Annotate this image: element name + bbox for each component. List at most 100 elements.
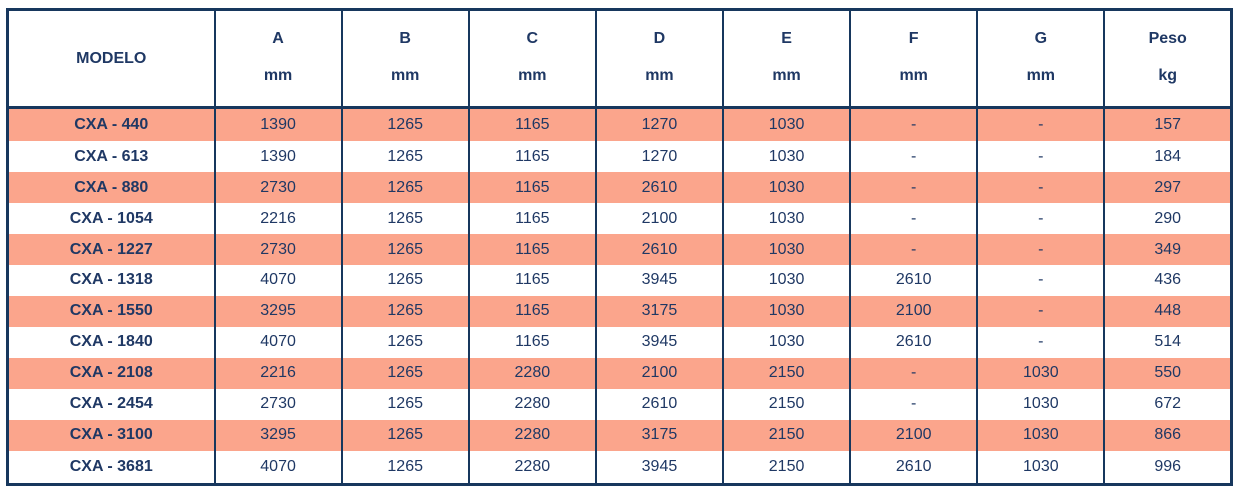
- header-col-f: F mm: [849, 9, 979, 109]
- value-cell: 1265: [340, 419, 470, 451]
- value-cell: 2150: [721, 388, 852, 420]
- value-cell: 2150: [721, 419, 852, 451]
- value-cell: 1265: [340, 450, 470, 485]
- table-row: CXA - 1318 4070 1265 1165 3945 1030 2610-436: [6, 265, 1233, 296]
- value-cell: 3175: [594, 295, 725, 327]
- value-cell: 2730: [213, 388, 343, 420]
- table-row: CXA - 3681 4070 1265 2280 3945 2150 2610 1030 99…: [6, 450, 1233, 485]
- value-cell: -: [849, 388, 979, 420]
- header-col-d: D mm: [594, 9, 725, 109]
- value-cell: 1165: [467, 295, 597, 327]
- value-cell: 1030: [721, 203, 852, 235]
- value-cell: 2216: [213, 357, 343, 389]
- value-cell: -: [849, 203, 979, 235]
- value-cell: 1030: [976, 450, 1106, 485]
- value-cell: 1030: [721, 326, 852, 358]
- table-row: CXA - 613 1390 1265 1165 1270 1030- -184: [6, 141, 1233, 173]
- header-col-c: C mm: [467, 9, 597, 109]
- table-row: CXA - 1054 2216 1265 1165 2100 1030- -290: [6, 203, 1233, 235]
- value-cell: -: [976, 234, 1106, 265]
- value-cell: 2100: [594, 203, 725, 235]
- model-cell: CXA - 880: [6, 172, 216, 204]
- value-cell: -: [976, 203, 1106, 235]
- table-row: CXA - 1550 3295 1265 1165 3175 1030 2100-448: [6, 295, 1233, 327]
- model-cell: CXA - 440: [6, 107, 216, 142]
- value-cell: 1265: [340, 203, 470, 235]
- header-col-e-label: E: [781, 30, 792, 48]
- value-cell: 1030: [976, 357, 1106, 389]
- value-cell: 550: [1103, 357, 1233, 389]
- value-cell: 2730: [213, 172, 343, 204]
- value-cell: 1265: [340, 357, 470, 389]
- value-cell: 1030: [721, 234, 852, 265]
- table-row: CXA - 1227 2730 1265 1165 2610 1030- -349: [6, 234, 1233, 265]
- value-cell: 1265: [340, 388, 470, 420]
- value-cell: 2610: [594, 388, 725, 420]
- value-cell: 436: [1103, 265, 1233, 296]
- model-cell: CXA - 2454: [6, 388, 216, 420]
- header-modelo: MODELO: [6, 9, 216, 109]
- model-cell: CXA - 1054: [6, 203, 216, 235]
- value-cell: 2216: [213, 203, 343, 235]
- table-row: CXA - 880 2730 1265 1165 2610 1030- -297: [6, 172, 1233, 204]
- value-cell: 1270: [594, 107, 725, 142]
- value-cell: 2730: [213, 234, 343, 265]
- value-cell: 157: [1103, 107, 1233, 142]
- value-cell: 2280: [467, 450, 597, 485]
- value-cell: 2100: [849, 419, 979, 451]
- value-cell: 1165: [467, 107, 597, 142]
- header-col-d-label: D: [653, 30, 666, 48]
- value-cell: 184: [1103, 141, 1233, 173]
- table-row: CXA - 440 1390 1265 1165 1270 1030- -157: [6, 107, 1233, 142]
- model-cell: CXA - 3681: [6, 450, 216, 485]
- value-cell: 2280: [467, 419, 597, 451]
- header-col-peso: Peso kg: [1103, 9, 1233, 109]
- header-col-peso-unit: kg: [1158, 66, 1178, 84]
- value-cell: 866: [1103, 419, 1233, 451]
- value-cell: 996: [1103, 450, 1233, 485]
- header-col-e-unit: mm: [772, 66, 801, 84]
- value-cell: -: [976, 295, 1106, 327]
- value-cell: 2610: [594, 234, 725, 265]
- value-cell: -: [849, 107, 979, 142]
- value-cell: 3945: [594, 265, 725, 296]
- value-cell: 1030: [721, 265, 852, 296]
- model-cell: CXA - 1318: [6, 265, 216, 296]
- model-cell: CXA - 2108: [6, 357, 216, 389]
- value-cell: 1030: [721, 295, 852, 327]
- value-cell: -: [849, 234, 979, 265]
- value-cell: 1165: [467, 234, 597, 265]
- value-cell: -: [976, 141, 1106, 173]
- value-cell: 1265: [340, 234, 470, 265]
- value-cell: 1265: [340, 295, 470, 327]
- value-cell: 1265: [340, 265, 470, 296]
- value-cell: 2610: [849, 326, 979, 358]
- value-cell: 1165: [467, 326, 597, 358]
- value-cell: 2610: [849, 265, 979, 296]
- value-cell: 4070: [213, 326, 343, 358]
- header-col-g-unit: mm: [1026, 66, 1056, 84]
- value-cell: 3945: [594, 450, 725, 485]
- dimensions-table: MODELO A mm B mm C mm: [6, 8, 1233, 486]
- value-cell: 3945: [594, 326, 725, 358]
- value-cell: 1265: [340, 326, 470, 358]
- value-cell: 514: [1103, 326, 1233, 358]
- value-cell: 3295: [213, 295, 343, 327]
- value-cell: -: [849, 357, 979, 389]
- value-cell: 448: [1103, 295, 1233, 327]
- value-cell: 349: [1103, 234, 1233, 265]
- value-cell: 1390: [213, 141, 343, 173]
- value-cell: 2100: [594, 357, 725, 389]
- model-cell: CXA - 3100: [6, 419, 216, 451]
- value-cell: 1165: [467, 265, 597, 296]
- value-cell: 1265: [340, 172, 470, 204]
- model-cell: CXA - 613: [6, 141, 216, 173]
- value-cell: 1265: [340, 107, 470, 142]
- value-cell: 672: [1103, 388, 1233, 420]
- table-row: CXA - 3100 3295 1265 2280 3175 2150 2100 1030 86…: [6, 419, 1233, 451]
- value-cell: 2610: [849, 450, 979, 485]
- value-cell: 1165: [467, 203, 597, 235]
- header-col-e: E mm: [721, 9, 852, 109]
- model-cell: CXA - 1840: [6, 326, 216, 358]
- value-cell: 297: [1103, 172, 1233, 204]
